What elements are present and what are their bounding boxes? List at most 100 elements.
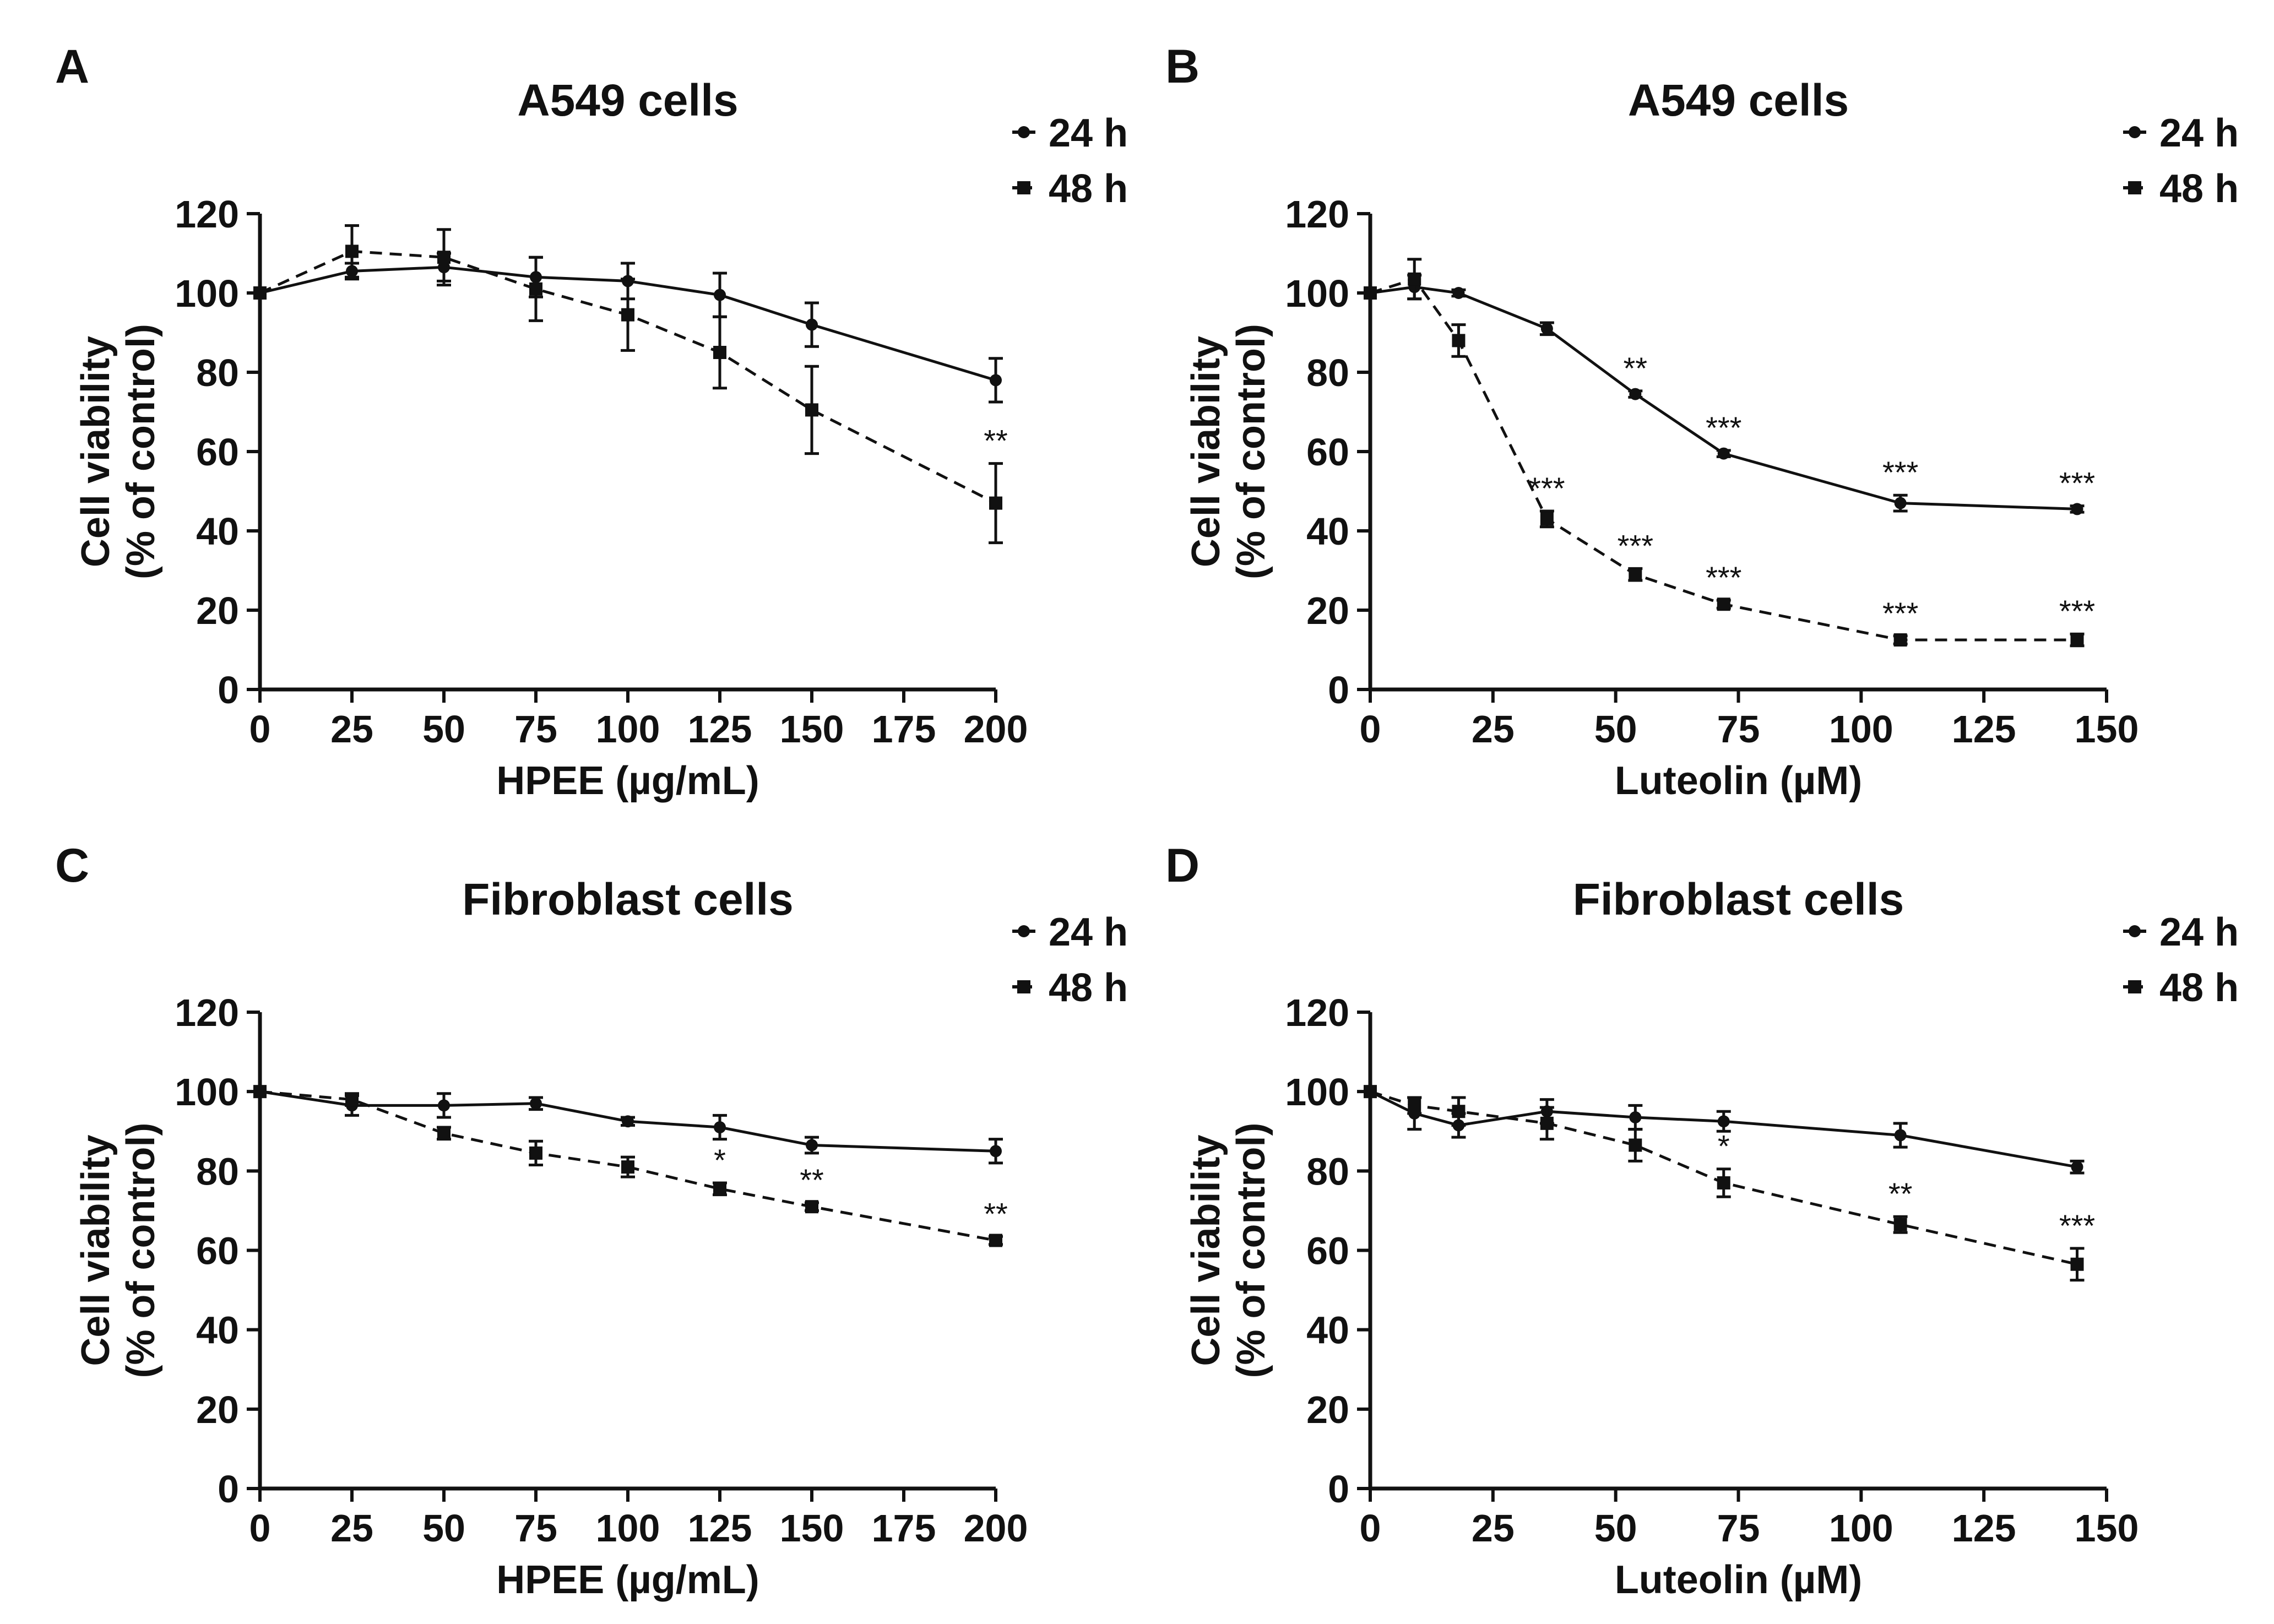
x-tick-label: 50 bbox=[1594, 1507, 1637, 1550]
data-point bbox=[1717, 1176, 1730, 1190]
series-line bbox=[1370, 285, 2077, 510]
panel-letter: D bbox=[1165, 839, 1200, 892]
data-point bbox=[530, 1097, 542, 1110]
data-point bbox=[529, 282, 542, 296]
legend-marker bbox=[2129, 925, 2141, 937]
panel-c: C Fibroblast cells 0 25 50 75 100 125 150 175 200 0… bbox=[55, 839, 1128, 1602]
x-tick-label: 0 bbox=[249, 1507, 271, 1550]
legend-label: 24 h bbox=[1049, 910, 1128, 954]
x-tick-label: 150 bbox=[780, 1507, 844, 1550]
y-axis-title-line2: (% of control) bbox=[119, 324, 163, 579]
x-tick-label: 25 bbox=[1472, 1507, 1515, 1550]
panel-letter: C bbox=[55, 839, 89, 892]
series-48h: ** bbox=[253, 224, 1008, 545]
y-tick-label: 100 bbox=[1285, 272, 1349, 315]
data-point bbox=[253, 286, 267, 300]
chart-title: Fibroblast cells bbox=[1573, 875, 1904, 925]
data-point bbox=[437, 1126, 451, 1140]
data-point bbox=[1717, 447, 1730, 460]
y-tick-label: 0 bbox=[218, 1468, 239, 1511]
x-tick-label: 50 bbox=[422, 1507, 465, 1550]
legend: 24 h 48 h bbox=[2123, 910, 2239, 1010]
series-24h: ******** *** bbox=[1364, 274, 2095, 515]
x-tick-label: 125 bbox=[688, 1507, 752, 1550]
y-tick-label: 40 bbox=[196, 510, 239, 553]
data-point bbox=[2071, 1161, 2083, 1174]
data-point bbox=[2070, 633, 2084, 647]
data-point bbox=[1540, 512, 1554, 526]
legend: 24 h 48 h bbox=[1012, 111, 1128, 211]
significance-label: *** bbox=[1706, 410, 1741, 445]
chart-title: A549 cells bbox=[517, 75, 738, 126]
data-point bbox=[989, 496, 1002, 510]
data-point bbox=[2071, 503, 2083, 515]
x-tick-label: 0 bbox=[1360, 708, 1381, 751]
y-tick-label: 20 bbox=[1306, 589, 1349, 632]
data-point bbox=[345, 245, 359, 258]
data-point bbox=[1717, 598, 1730, 611]
x-tick-label: 75 bbox=[514, 1507, 557, 1550]
y-tick-label: 80 bbox=[1306, 351, 1349, 394]
data-point bbox=[1894, 1129, 1907, 1142]
data-point bbox=[713, 346, 726, 359]
y-tick-label: 20 bbox=[196, 589, 239, 632]
data-point bbox=[806, 1139, 818, 1152]
x-tick-label: 25 bbox=[330, 708, 373, 751]
x-tick-label: 25 bbox=[1472, 708, 1515, 751]
data-point bbox=[1540, 322, 1553, 335]
chart-title: A549 cells bbox=[1628, 75, 1849, 126]
legend-label: 24 h bbox=[1049, 111, 1128, 155]
legend-label: 24 h bbox=[2159, 111, 2239, 155]
data-point bbox=[437, 251, 451, 264]
x-tick-label: 50 bbox=[1594, 708, 1637, 751]
data-point bbox=[1893, 633, 1907, 647]
x-tick-label: 100 bbox=[596, 1507, 660, 1550]
y-tick-label: 60 bbox=[1306, 1230, 1349, 1273]
significance-label: * bbox=[714, 1143, 726, 1177]
series-line bbox=[259, 1090, 996, 1242]
legend-marker bbox=[2129, 126, 2141, 138]
data-point bbox=[1629, 388, 1642, 400]
x-tick-label: 200 bbox=[964, 1507, 1028, 1550]
panel-letter: A bbox=[55, 40, 89, 93]
significance-label: *** bbox=[1618, 528, 1653, 563]
significance-label: *** bbox=[1529, 471, 1565, 506]
significance-label: *** bbox=[2059, 1208, 2095, 1243]
x-tick-label: 50 bbox=[422, 708, 465, 751]
x-tick-label: 175 bbox=[872, 708, 936, 751]
significance-label: ** bbox=[984, 1196, 1008, 1231]
data-point bbox=[1629, 568, 1642, 582]
data-point bbox=[1364, 286, 1377, 300]
legend-marker bbox=[2128, 181, 2141, 194]
y-axis-title-line1: Cell viability bbox=[1184, 336, 1228, 567]
y-axis-title-line2: (% of control) bbox=[1229, 324, 1273, 579]
legend: 24 h 48 h bbox=[1012, 910, 1128, 1010]
x-tick-label: 100 bbox=[596, 708, 660, 751]
data-point bbox=[345, 1093, 359, 1106]
significance-label: *** bbox=[1882, 596, 1918, 631]
y-tick-label: 60 bbox=[196, 431, 239, 474]
data-point bbox=[1452, 287, 1465, 299]
y-tick-label: 80 bbox=[196, 351, 239, 394]
legend-marker bbox=[1017, 181, 1030, 194]
data-point bbox=[1717, 1115, 1730, 1128]
x-tick-label: 125 bbox=[688, 708, 752, 751]
x-tick-label: 75 bbox=[514, 708, 557, 751]
series-line bbox=[1370, 1090, 2078, 1266]
significance-label: *** bbox=[2059, 466, 2095, 501]
x-tick-label: 0 bbox=[249, 708, 271, 751]
legend-label: 48 h bbox=[1049, 966, 1128, 1010]
y-tick-label: 20 bbox=[1306, 1388, 1349, 1431]
panel-d: D Fibroblast cells 0 25 50 75 100 125 150 0 20 40 60… bbox=[1165, 839, 2239, 1602]
data-point bbox=[989, 1234, 1002, 1247]
legend-marker bbox=[2128, 980, 2141, 993]
series-24h bbox=[254, 1085, 1003, 1165]
data-point bbox=[1408, 1099, 1421, 1112]
significance-label: *** bbox=[1882, 455, 1918, 490]
y-tick-label: 0 bbox=[1328, 669, 1349, 711]
y-tick-label: 60 bbox=[1306, 431, 1349, 474]
y-tick-label: 0 bbox=[218, 669, 239, 711]
y-tick-label: 120 bbox=[1285, 991, 1349, 1034]
y-tick-label: 40 bbox=[1306, 510, 1349, 553]
